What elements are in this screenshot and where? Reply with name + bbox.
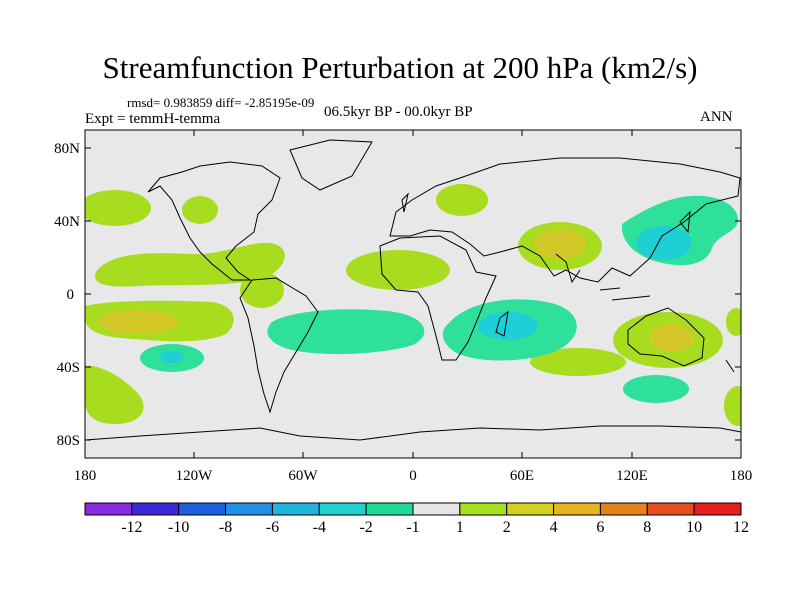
coastlines	[85, 139, 741, 441]
lon-label-180w: 180	[74, 468, 97, 484]
lon-label-120w: 120W	[176, 468, 214, 484]
colorbar-labels: -12 -10 -8 -6 -4 -2 -1 1 2 4 6 8 10 12	[121, 519, 749, 536]
pos-anomaly-indian-ocean-south	[530, 348, 626, 376]
africa-coast	[379, 235, 497, 361]
colorbar-box	[271, 502, 320, 516]
neg-mid-south-pacific	[160, 351, 184, 363]
pos-mid-s-asia	[534, 229, 586, 259]
latitude-labels: 80N 40N 0 40S 80S	[54, 141, 80, 449]
lat-label-eq: 0	[67, 287, 75, 303]
pos-anomaly-npacific	[85, 190, 151, 226]
pos-anomaly-natl-west	[182, 196, 218, 224]
pos-anomaly-s-pacific-east	[724, 386, 741, 426]
lon-label-60e: 60E	[510, 468, 534, 484]
experiment-label: Expt = temmH-temma	[85, 111, 221, 127]
colorbar-label: 6	[596, 519, 604, 536]
lat-label-40n: 40N	[54, 214, 80, 230]
colorbar-box	[599, 502, 648, 516]
antarctica-coast	[85, 425, 741, 441]
indonesia-coast	[599, 287, 651, 301]
longitude-labels: 180 120W 60W 0 60E 120E 180	[74, 468, 753, 484]
japan-coast	[679, 210, 691, 234]
rmsd-label: rmsd= 0.983859 diff= -2.85195e-09	[127, 95, 315, 110]
lat-label-80n: 80N	[54, 141, 80, 157]
colorbar-label: 2	[503, 519, 511, 536]
eurasia-coast	[389, 157, 741, 283]
colorbar-box	[459, 502, 508, 516]
pos-anomaly-e-pacific	[726, 308, 741, 336]
new-zealand-coast	[725, 359, 735, 373]
lat-label-80s: 80S	[57, 433, 80, 449]
south-america-coast	[239, 277, 319, 414]
colorbar-box	[646, 502, 695, 516]
neg-mid-japan	[636, 226, 692, 260]
greenland-coast	[289, 139, 373, 191]
colorbar-box	[84, 502, 133, 516]
colorbar-box	[131, 502, 180, 516]
lon-label-120e: 120E	[616, 468, 648, 484]
lat-label-40s: 40S	[57, 360, 80, 376]
colorbar-box	[412, 502, 461, 516]
neg-anomaly-s-indian-ocean	[623, 375, 689, 403]
colorbar-label: -1	[406, 519, 419, 536]
colorbar-label: 8	[643, 519, 651, 536]
colorbar-box	[553, 502, 601, 516]
colorbar-box	[365, 502, 414, 516]
pos-anomaly-southern-ocean-west	[85, 365, 144, 424]
map-background	[85, 130, 741, 458]
season-label: ANN	[700, 109, 733, 125]
colorbar-box	[318, 502, 367, 516]
colorbar-label: -10	[168, 519, 189, 536]
neg-mid-madagascar	[478, 312, 538, 340]
pos-anomaly-europe	[436, 184, 488, 216]
colorbar-label: -2	[359, 519, 372, 536]
colorbar-label: 10	[686, 519, 702, 536]
lon-label-180e: 180	[730, 468, 753, 484]
period-label: 06.5kyr BP - 00.0kyr BP	[324, 104, 473, 120]
india-coast	[555, 253, 581, 284]
pos-mid-south-pacific	[98, 310, 178, 334]
colorbar-label: -8	[219, 519, 232, 536]
lon-label-0: 0	[409, 468, 417, 484]
colorbar-label: -12	[121, 519, 142, 536]
colorbar-box	[178, 502, 227, 516]
australia-coast	[627, 307, 705, 367]
colorbar-label: -4	[313, 519, 326, 536]
colorbar-label: 1	[456, 519, 464, 536]
plot-title: Streamfunction Perturbation at 200 hPa (…	[102, 50, 698, 85]
lon-label-60w: 60W	[288, 468, 318, 484]
pos-mid-australia	[650, 324, 694, 352]
pos-anomaly-tropical-pacific	[95, 242, 285, 287]
streamfunction-field	[85, 130, 741, 458]
colorbar-box	[693, 502, 742, 516]
colorbar-label: 4	[550, 519, 558, 536]
colorbar-label: -6	[266, 519, 279, 536]
neg-anomaly-tropical-atlantic	[267, 309, 425, 355]
pos-anomaly-n-africa	[346, 250, 450, 290]
uk-coast	[401, 192, 409, 213]
madagascar-coast	[495, 310, 509, 337]
colorbar	[84, 502, 742, 516]
colorbar-box	[225, 502, 273, 516]
axis-ticks	[85, 130, 741, 458]
north-america-coast	[147, 161, 281, 281]
colorbar-box	[506, 502, 555, 516]
colorbar-label: 12	[733, 519, 749, 536]
